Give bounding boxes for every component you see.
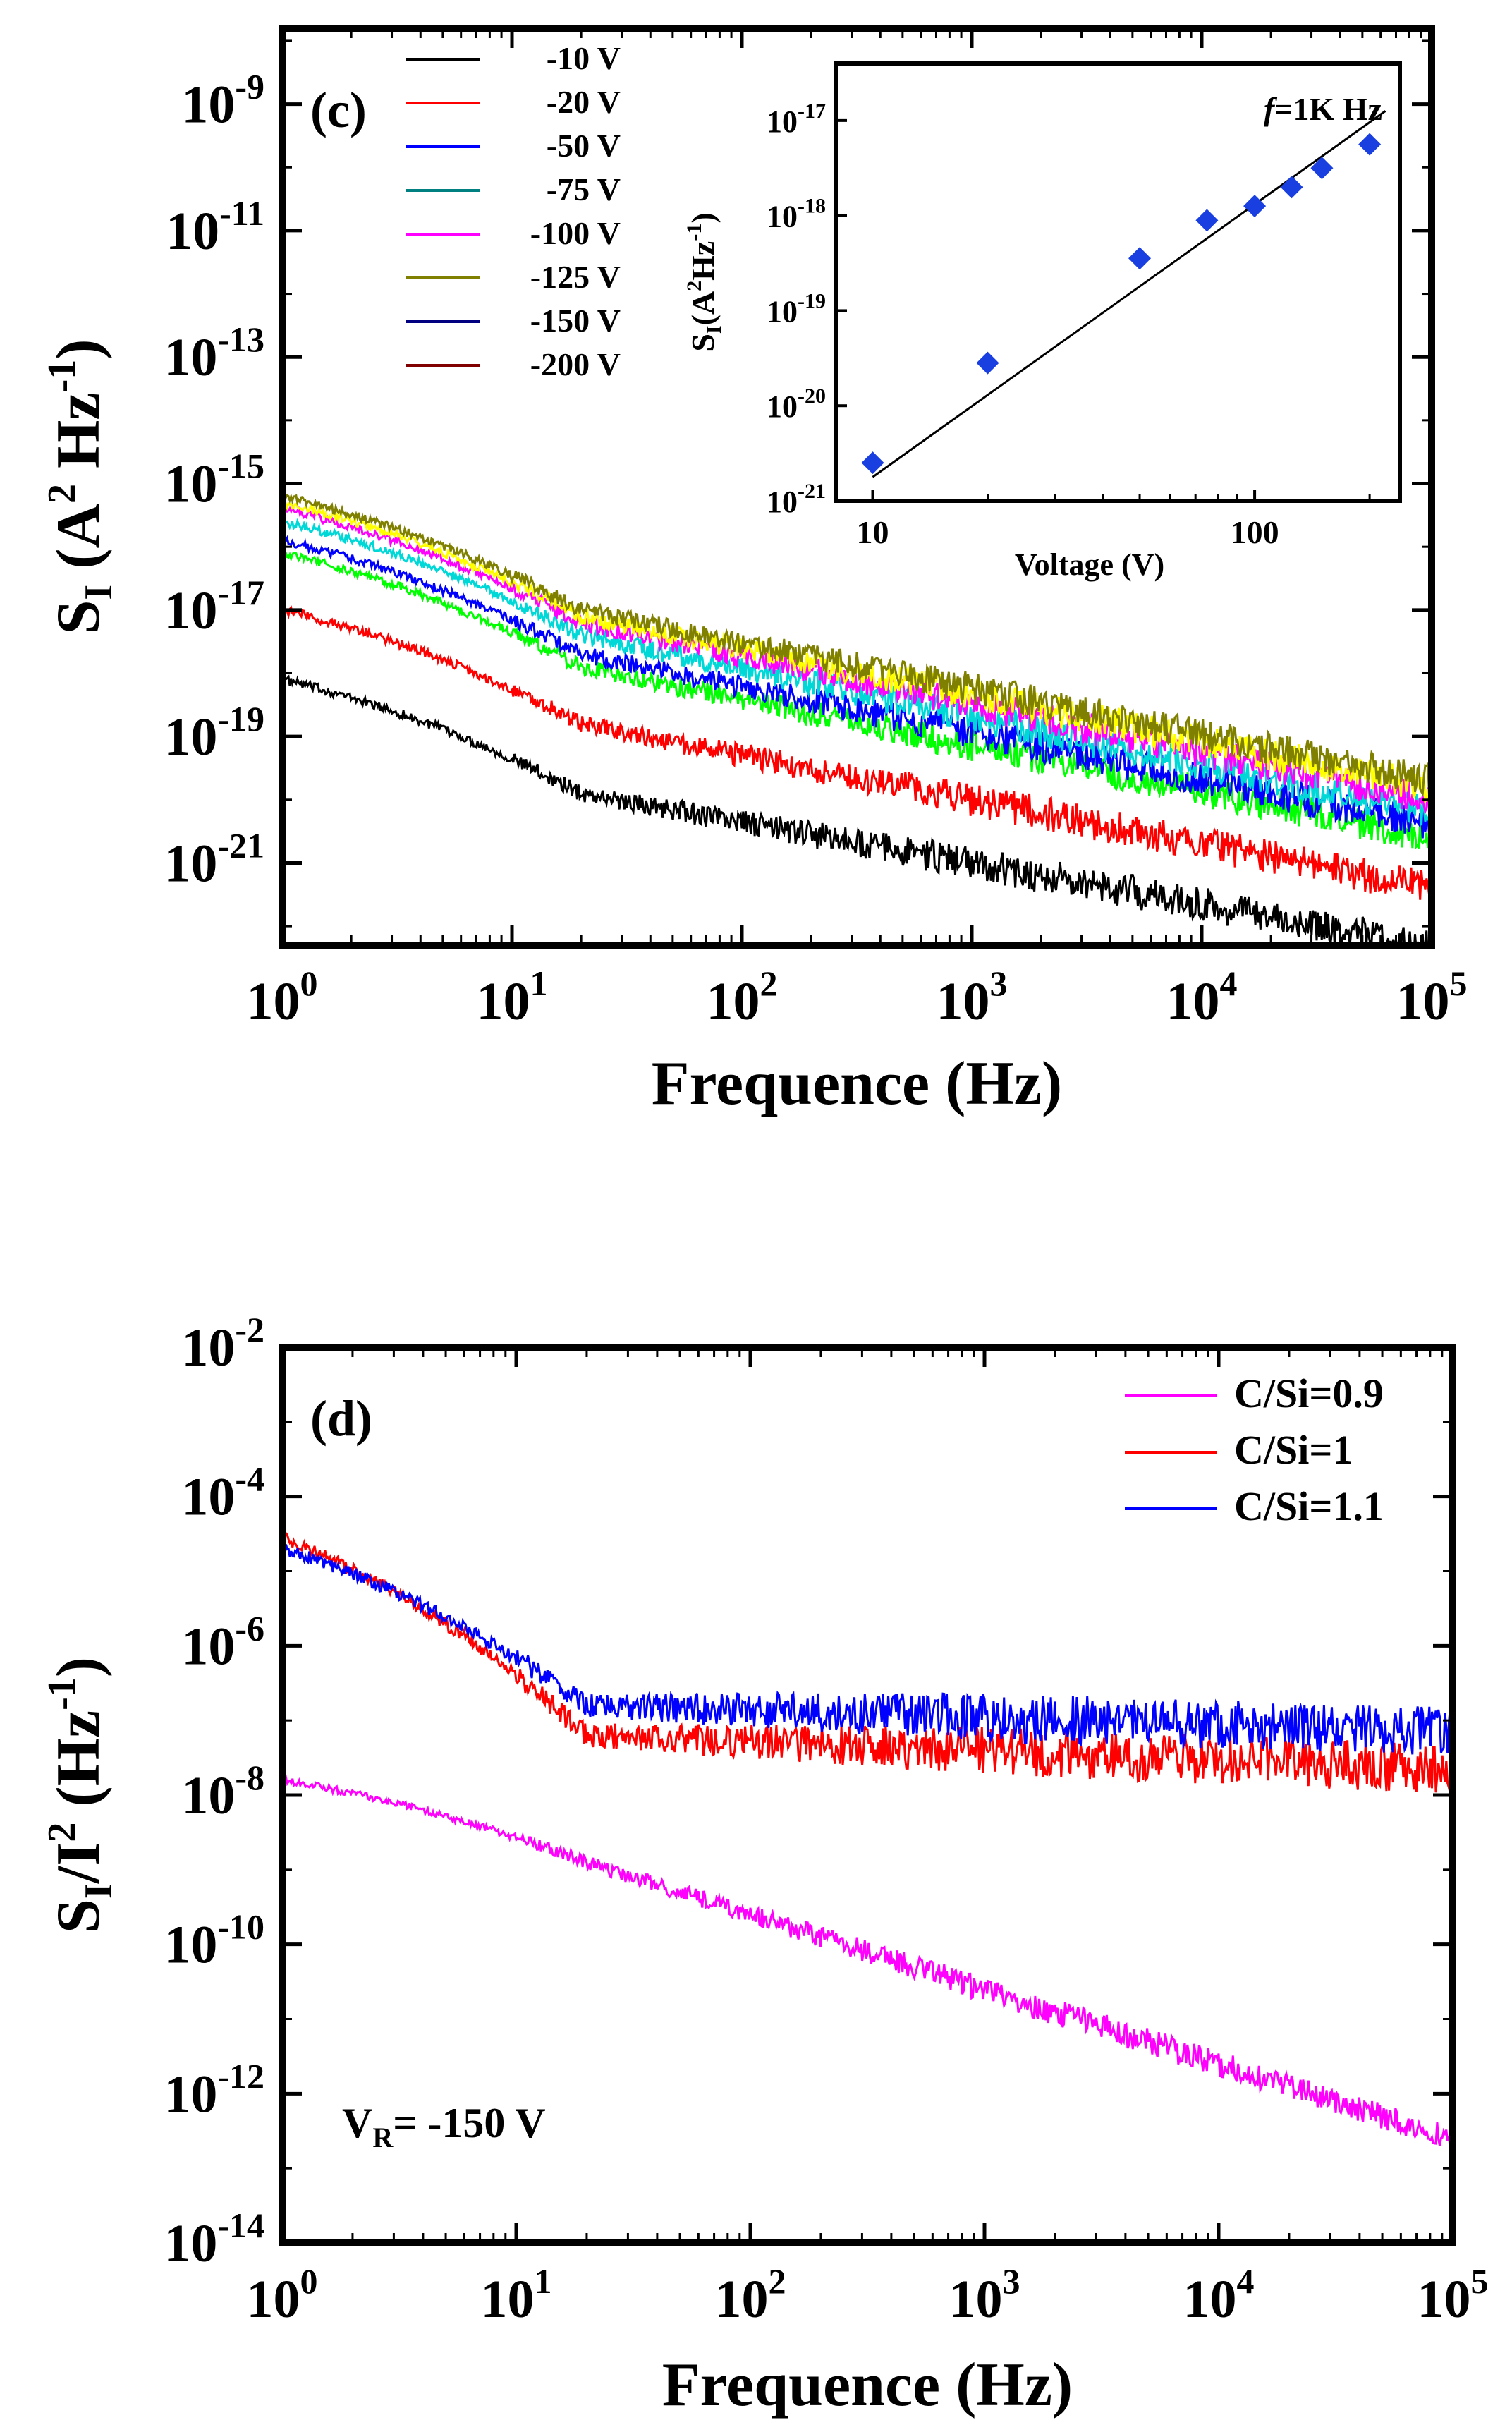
inset-y-tick-label: 10-20 [767, 384, 826, 424]
y-tick-label: 10-15 [164, 446, 264, 514]
x-tick-label: 104 [1183, 2261, 1255, 2329]
legend-label: -100 V [530, 215, 621, 251]
panel-c-ticks: 100 101 102 103 104 10510-910-1110-1310-1510-… [164, 28, 1468, 1031]
inset-y-tick-label: 10-17 [767, 99, 826, 139]
inset-data-point [976, 351, 999, 375]
panel-d-series-group [282, 1531, 1453, 2151]
inset-y-tick-label: 10-18 [767, 195, 826, 234]
x-tick-label: 100 [247, 963, 318, 1031]
inset-y-tick-label: 10-21 [767, 480, 826, 519]
series-line-10v [282, 674, 1432, 945]
inset-data-point [861, 451, 884, 475]
x-tick-label: 101 [477, 963, 548, 1031]
inset-data-point [1280, 176, 1303, 199]
panel-d-annotation: VR= -150 V [342, 2100, 546, 2153]
inset-data-point [1358, 133, 1382, 156]
inset-plot-frame [834, 61, 1402, 503]
series-line-20v [282, 605, 1432, 900]
series-line-csi09 [282, 1773, 1453, 2151]
inset-data-point [1310, 157, 1334, 180]
panel-c-y-axis-title: SI (A2 Hz-1) [40, 339, 121, 634]
inset-x-axis-title: Voltage (V) [1015, 547, 1164, 582]
x-tick-label: 104 [1166, 963, 1238, 1031]
panel-c-legend: -10 V -20 V -50 V -75 V -100 V -125 V -150 V -2… [406, 40, 621, 382]
x-tick-label: 100 [247, 2261, 318, 2329]
legend-label: -125 V [530, 259, 621, 295]
inset-fit-line [872, 110, 1386, 478]
legend-label: -50 V [547, 128, 621, 164]
panel-c-x-axis-title: Frequence (Hz) [652, 1050, 1062, 1118]
inset-x-tick-label: 10 [856, 514, 889, 550]
inset-data-point [1243, 195, 1267, 218]
panel-c-chart: 100 101 102 103 104 10510-910-1110-1310-1510-… [40, 25, 1468, 1118]
panel-c-label: (c) [310, 82, 367, 138]
y-tick-label: 10-4 [181, 1459, 264, 1527]
inset-y-axis-title: SI(A2Hz-1) [683, 212, 726, 351]
inset-x-tick-label: 100 [1231, 514, 1279, 550]
y-tick-label: 10-2 [181, 1310, 264, 1378]
legend-label: -200 V [530, 346, 621, 382]
panel-d-chart: 100 101 102 103 104 105 10-2 10-4 10-6 10-8 10-10 1… [40, 1310, 1489, 2419]
panel-d-label: (d) [310, 1390, 372, 1447]
series-line-200v [282, 492, 1432, 797]
y-tick-label: 10-21 [164, 825, 264, 893]
inset-title: f=1K Hz [1264, 91, 1382, 127]
x-tick-label: 102 [715, 2261, 786, 2329]
series-line-75v [282, 535, 1432, 839]
y-tick-label: 10-10 [164, 1907, 264, 1975]
series-line-150v [282, 497, 1432, 805]
y-tick-label: 10-14 [164, 2206, 264, 2273]
inset-data-point [1195, 209, 1219, 232]
y-tick-label: 10-13 [164, 320, 264, 387]
panel-c-inset: 10 100 10-17 10-18 10-19 10-20 10-21 f=1K Hz V… [683, 61, 1402, 582]
y-tick-label: 10-9 [181, 67, 264, 135]
series-line-csi11 [282, 1544, 1453, 1755]
y-tick-label: 10-19 [164, 699, 264, 767]
legend-label: -75 V [547, 171, 621, 207]
x-tick-label: 101 [481, 2261, 552, 2329]
y-tick-label: 10-6 [181, 1608, 264, 1676]
panel-c-series-group [282, 492, 1432, 945]
legend-label: C/Si=1 [1234, 1427, 1353, 1473]
inset-y-tick-label: 10-19 [767, 289, 826, 329]
y-tick-label: 10-12 [164, 2056, 264, 2124]
y-tick-label: 10-11 [166, 193, 264, 261]
y-tick-label: 10-8 [181, 1758, 264, 1825]
x-tick-label: 105 [1396, 963, 1468, 1031]
panel-d-legend: C/Si=0.9 C/Si=1 C/Si=1.1 [1125, 1370, 1384, 1529]
panel-c-plot-frame [279, 25, 1435, 949]
legend-label: -10 V [547, 40, 621, 76]
legend-label: C/Si=0.9 [1234, 1370, 1384, 1416]
legend-label: -20 V [547, 84, 621, 120]
panel-d-y-axis-title: SI/I2 (Hz-1) [40, 1657, 121, 1933]
x-tick-label: 103 [937, 963, 1008, 1031]
x-tick-label: 102 [707, 963, 778, 1031]
legend-label: -150 V [530, 303, 621, 339]
x-tick-label: 103 [949, 2261, 1020, 2329]
legend-label: C/Si=1.1 [1234, 1483, 1384, 1529]
panel-d-ticks: 100 101 102 103 104 105 10-2 10-4 10-6 10-8 10-10 1… [164, 1310, 1488, 2329]
x-tick-label: 105 [1418, 2261, 1489, 2329]
inset-data-point [1128, 247, 1152, 270]
panel-d-x-axis-title: Frequence (Hz) [662, 2351, 1073, 2419]
series-line-csi1 [282, 1531, 1453, 1794]
y-tick-label: 10-17 [164, 573, 264, 640]
inset-content: 10 100 10-17 10-18 10-19 10-20 10-21 [767, 99, 1386, 550]
